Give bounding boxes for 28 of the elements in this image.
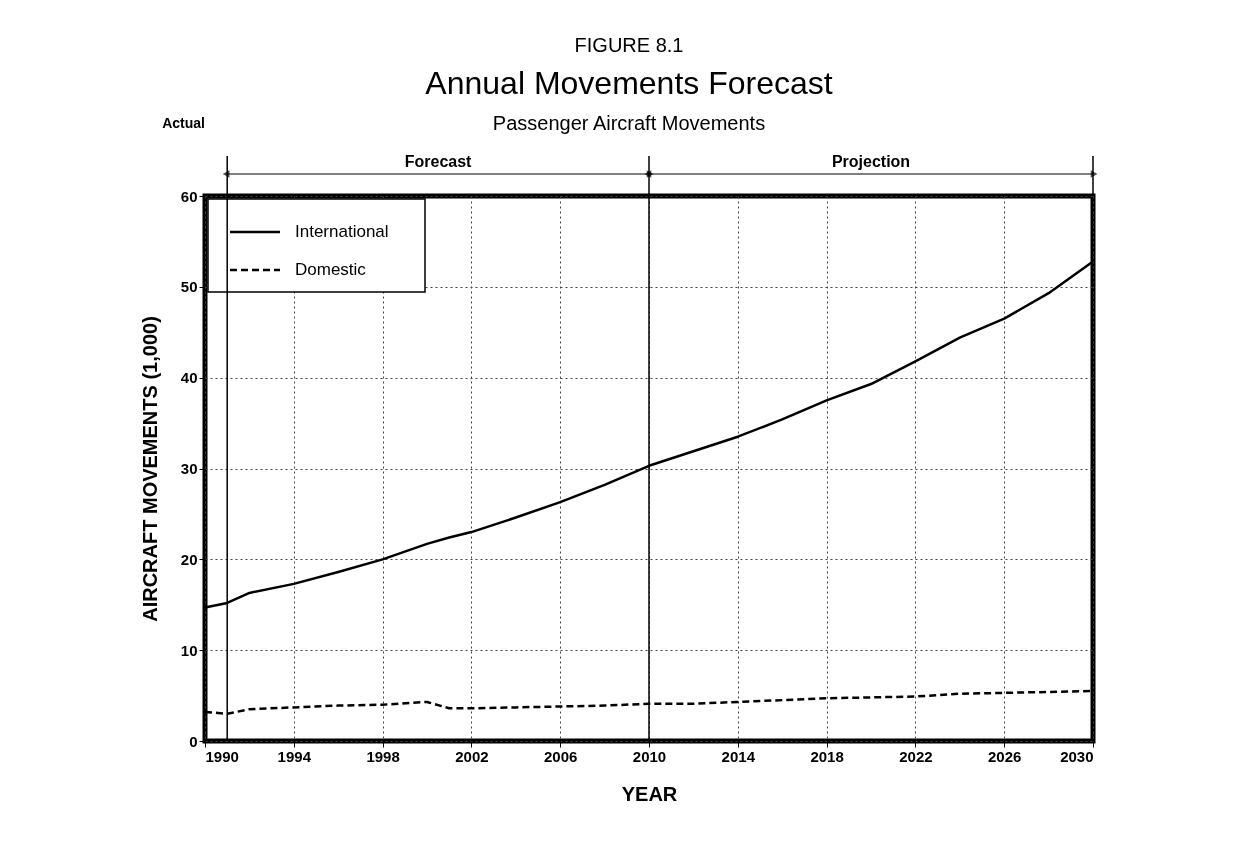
chart-subtitle: Passenger Aircraft Movements: [492, 112, 766, 134]
x-tick-label: 2030: [1060, 747, 1094, 765]
x-tick-label: 1994: [277, 747, 312, 765]
y-tick-label: 10: [180, 641, 198, 659]
x-tick-label: 2018: [810, 747, 844, 765]
x-axis-title: YEAR: [621, 782, 678, 805]
x-tick-label: 2022: [899, 747, 933, 765]
legend-label: Domestic: [295, 260, 367, 279]
x-tick-label: 1998: [366, 747, 400, 765]
y-tick-label: 40: [180, 369, 198, 387]
chart-title: Annual Movements Forecast: [425, 65, 833, 101]
y-tick-label: 60: [180, 187, 198, 205]
y-axis-title: AIRCRAFT MOVEMENTS (1,000): [138, 316, 161, 622]
legend-label: International: [295, 222, 389, 241]
y-tick-label: 30: [180, 460, 198, 477]
y-tick-label: 0: [189, 732, 198, 750]
caption: FIGURE 8.1: [574, 34, 684, 56]
text: Projection: [831, 153, 911, 170]
x-tick-label: 1990: [205, 747, 239, 765]
x-tick-label: 2010: [632, 747, 667, 765]
y-tick-label: 50: [180, 278, 198, 296]
x-tick-label: 2014: [721, 747, 756, 765]
text: Forecast: [404, 153, 473, 170]
x-tick-label: 2002: [455, 747, 489, 765]
text: Actual: [162, 115, 205, 131]
x-tick-label: 2026: [988, 747, 1022, 765]
y-tick-label: 20: [180, 550, 198, 568]
x-tick-label: 2006: [544, 747, 578, 765]
